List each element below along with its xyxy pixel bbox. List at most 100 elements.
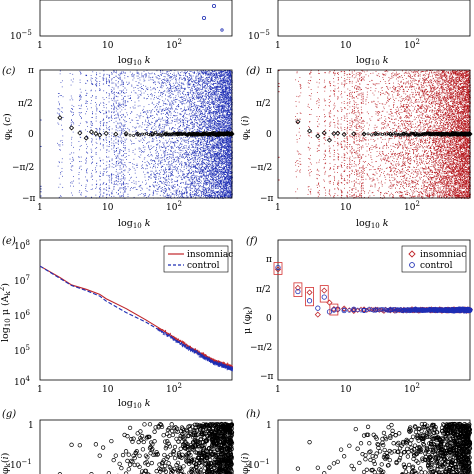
c-point [204,105,206,106]
c-point [205,141,206,143]
c-point [146,129,148,131]
c-point [91,78,93,79]
c-point [186,139,188,141]
c-point [140,154,142,156]
c-point [199,144,201,146]
c-point [197,130,199,132]
c-point [184,78,186,80]
c-point [132,188,134,189]
c-point [207,156,208,158]
c-point [191,121,192,123]
c-point [208,142,210,143]
c-point [191,77,193,79]
c-point [199,155,201,157]
c-point [172,171,174,173]
c-point [184,184,186,185]
c-point [211,88,213,90]
c-point [119,115,121,116]
c-point [159,142,161,143]
c-point [156,104,157,106]
c-point [169,89,171,91]
c-point [159,125,161,127]
c-point [196,193,197,195]
c-point [148,119,149,121]
c-point [206,187,208,189]
c-point [131,140,133,142]
c-point [115,101,117,103]
c-point [119,74,121,76]
c-point [106,174,108,176]
c-point [148,123,150,124]
c-point [109,165,111,167]
c-point [163,192,165,194]
c-point [203,101,205,103]
c-point [160,70,162,72]
c-point [102,79,104,81]
c-point [207,190,209,192]
c-point [151,159,152,161]
c-point [200,113,201,115]
c-point [72,115,74,116]
c-point [174,145,176,147]
c-point [124,191,126,193]
c-point [204,120,205,122]
c-point [203,186,205,188]
c-point [203,121,204,122]
c-point [199,97,201,99]
c-point [158,163,160,164]
c-point [206,91,208,93]
c-point [111,196,112,197]
c-point [124,125,126,127]
c-point [121,130,123,131]
c-point [199,81,200,83]
c-point [132,131,134,133]
c-point [205,72,207,74]
c-point [131,119,133,121]
c-point [189,190,191,191]
c-point [111,148,113,150]
c-point [141,168,143,169]
c-point [79,96,81,98]
c-point [207,138,209,140]
c-point [178,90,180,92]
panel-b-xtick-10: 10 [340,41,352,51]
c-point [190,109,192,111]
c-point [207,153,209,155]
c-point [188,140,189,142]
c-point [60,95,62,96]
c-point [191,182,193,184]
c-point [211,191,213,192]
c-point [195,184,197,186]
c-point [102,144,104,145]
c-point [80,145,82,146]
c-point [124,190,126,192]
c-point [117,147,119,149]
c-point [133,77,135,79]
c-point [123,143,124,144]
c-point [204,123,206,125]
c-point [140,190,142,191]
c-point [202,194,204,195]
c-point [161,118,163,120]
c-point [181,163,183,165]
c-point [61,139,63,141]
c-point [208,180,209,182]
c-point [197,108,198,110]
c-point [178,128,180,130]
c-point [126,121,128,122]
c-point [195,75,197,77]
c-point [158,117,160,119]
c-point [144,80,146,82]
c-point [152,184,154,186]
c-point [103,74,105,76]
c-point [189,189,191,191]
c-point [207,95,209,96]
c-point [202,139,203,141]
c-point [95,96,97,98]
c-point [181,140,182,142]
c-point [174,186,176,188]
c-point [209,72,211,74]
c-point [115,175,117,176]
c-point [162,150,164,152]
c-point [195,93,197,95]
